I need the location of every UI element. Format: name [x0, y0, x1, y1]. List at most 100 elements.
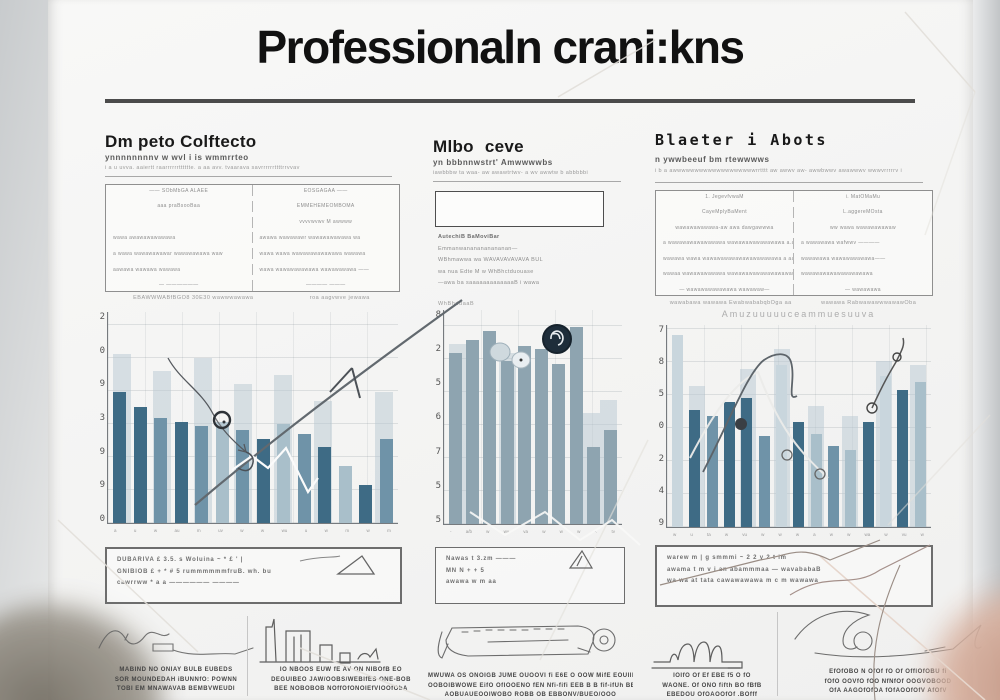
bar: [215, 421, 229, 523]
x-tick: a: [813, 532, 816, 537]
table-cell: a wawawawawawawawa wawawawawawawawa a.a.: [656, 237, 794, 249]
bar: [359, 485, 373, 523]
data-bars: [667, 325, 931, 527]
table-cell: wawaa wawawawawawa wawawawawawawawawawaw…: [656, 268, 794, 280]
sketch-buildings-icon: [259, 618, 381, 664]
bar: [793, 421, 805, 527]
bar: [466, 339, 480, 524]
column3-table: 1. JegevfvwaM i. MatOMaMu CayeMplyBaMent L.…: [655, 190, 933, 296]
bar: [724, 401, 736, 527]
text-line: IO NBOOS EUW fE AV ON NIBOfB EO: [279, 667, 403, 673]
x-tick: vu: [901, 532, 907, 537]
x-tick: tv: [611, 529, 615, 534]
x-tick: w: [724, 532, 729, 537]
table-cell: i. MatOMaMu: [845, 193, 881, 200]
bar: [776, 365, 788, 527]
y-tick: 5: [658, 389, 664, 400]
y-tick: 4: [658, 485, 664, 496]
bar: [154, 417, 168, 523]
table-cell: —— SObMbGA ALAEE: [106, 185, 253, 196]
bar: [535, 348, 549, 524]
table-cell: wawawawawawawawawawa: [801, 271, 873, 277]
x-tick: -: [450, 529, 452, 534]
background-left-strip: [0, 0, 48, 700]
bar: [174, 421, 188, 523]
bar: [113, 392, 126, 523]
x-tick: uv: [218, 528, 223, 533]
y-tick: 7: [435, 446, 441, 457]
x-axis-labels: a u w au m uv w w wu u w m w m: [107, 526, 398, 538]
plot-area: [107, 312, 398, 524]
poster-title: Professionaln crani:kns: [256, 21, 746, 73]
bar: [758, 436, 770, 527]
y-tick: 8: [658, 357, 664, 368]
footer-caption-2: IO NBOOS EUW fE AV ON NIBOfB EO DEGUIBEO …: [256, 666, 426, 695]
column2-text-lines: AutechiB BaMoviBar Emmanwananananananan— W…: [438, 232, 622, 290]
column2-subtext: iawbbbw ta waa- aw awawtrtwv- a wv awwtw…: [433, 170, 589, 176]
table-cell: — ——————: [106, 279, 253, 291]
x-tick: w: [577, 529, 581, 534]
table-cell: EOSGAGAA ——: [303, 187, 348, 194]
y-tick: 7: [658, 325, 664, 335]
x-tick: wv: [503, 529, 510, 534]
x-tick: a: [114, 528, 117, 533]
x-tick: w: [153, 528, 158, 533]
y-tick: 9: [99, 446, 105, 457]
text-line: AutechiB BaMoviBar: [438, 234, 500, 240]
x-axis-labels: w u ta w vu w w w a w w wa w vu w: [666, 530, 931, 542]
y-axis-labels: 8 2 5 6 7 5 5: [430, 310, 441, 525]
y-tick: 2: [658, 453, 664, 464]
y-tick: 0: [99, 345, 105, 356]
x-tick: w: [486, 529, 490, 534]
text-line: warew m | g smmmi ~ 2 2 y 2 t im: [667, 555, 787, 561]
table-cell: aaa praBsooBaa: [106, 200, 253, 212]
bar-chart-middle: 8 2 5 6 7 5 5 - a/b w wv va w w w -. tv: [430, 304, 624, 540]
plot-area: [443, 310, 622, 525]
bar: [195, 425, 209, 523]
column3-subtitle: n ywwbeeuf bm rtewwwws: [655, 155, 770, 164]
footer-divider-1: [247, 616, 248, 696]
text-line: DUBARIVA £ 3.5. s WoIuina ~ * £ ' |: [117, 557, 244, 563]
table-cell: wawa wawawawawawa wawawawawa ——: [259, 266, 370, 273]
y-tick: 9: [658, 517, 664, 528]
bar: [552, 363, 566, 524]
chart-title: Amuzuuuuuceammuesuuva: [721, 309, 876, 319]
bar: [706, 415, 718, 527]
y-tick: 9: [99, 379, 105, 390]
table-cell: vvvvwvwv M awwww: [299, 219, 353, 226]
x-tick: w: [829, 532, 834, 537]
table-cell: awawa wawawawr wawawawawawa wa: [259, 234, 361, 241]
footer-caption-1: MABIND NO ONIAY BULB EUBEDS SOR MOUNDEDAH…: [100, 666, 252, 695]
text-line: awawa w m aa: [446, 579, 497, 586]
bar: [379, 438, 393, 523]
x-tick: w: [260, 528, 265, 533]
bar: [810, 434, 822, 527]
bar: [318, 447, 332, 523]
bar: [449, 352, 462, 524]
text-line: MWUWA OS ONOIGB JUME OUOOVI fi E6E O OOW…: [428, 673, 633, 679]
bar: [845, 450, 857, 527]
text-line: WBhmawwa wa WAVAVAVAVAVA BUL: [438, 257, 544, 264]
column2-note-box: Nawas t 3.zm ——— MN N + + 5 awawa w m aa: [435, 547, 625, 604]
x-tick: w: [795, 532, 800, 537]
text-line: wa nua Edte M w WhBhctduouase: [438, 268, 534, 275]
bar-chart-right: Amuzuuuuuceammuesuuva 7 8 5 0 2 4 9 w u ta w vu w w w…: [653, 303, 933, 543]
x-tick: w: [240, 528, 244, 533]
x-tick: w: [673, 532, 677, 537]
y-tick: 0: [99, 513, 105, 524]
text-line: IOIfO Of Ef EBE f5 O fO: [673, 673, 751, 679]
text-line: Nawas t 3.zm ———: [446, 556, 517, 562]
table-cell: — wawawawawawawa wawawaw—: [656, 284, 794, 295]
x-tick: vu: [742, 532, 747, 537]
y-axis-labels: 7 8 5 0 2 4 9: [653, 325, 664, 528]
y-tick: 9: [99, 480, 105, 491]
bar: [672, 335, 683, 527]
text-line: —awa ba saaaaaaaaaaaaaB i wawa: [438, 280, 540, 287]
bar: [914, 381, 926, 527]
x-tick: m: [387, 528, 391, 533]
table-cell: wawawawa wawawawawawa——: [801, 255, 886, 262]
footer-divider-2: [777, 612, 778, 696]
table-cell: aawawa wawawa wawawa: [106, 264, 253, 276]
x-tick: u: [133, 528, 137, 533]
bar: [256, 438, 270, 523]
